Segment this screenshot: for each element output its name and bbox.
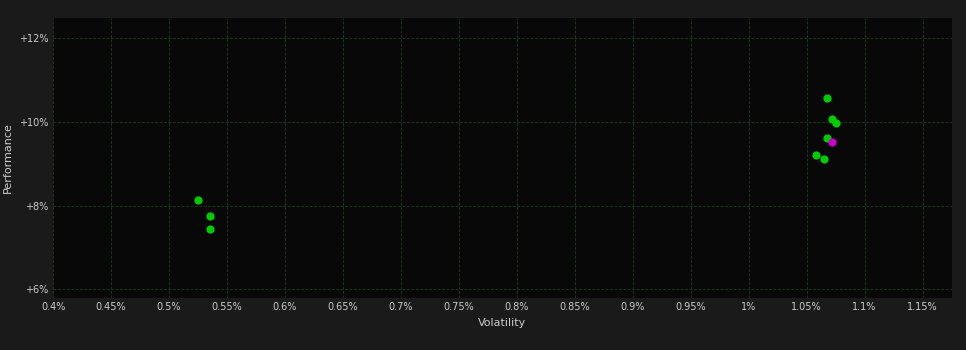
Point: [824, 139, 839, 145]
Point: [202, 213, 217, 219]
Y-axis label: Performance: Performance: [3, 122, 14, 193]
Point: [820, 95, 836, 100]
Point: [190, 197, 206, 203]
X-axis label: Volatility: Volatility: [478, 318, 526, 328]
Point: [809, 152, 824, 158]
Point: [816, 156, 832, 162]
Point: [202, 226, 217, 231]
Point: [828, 120, 843, 126]
Point: [824, 116, 839, 121]
Point: [820, 135, 836, 141]
